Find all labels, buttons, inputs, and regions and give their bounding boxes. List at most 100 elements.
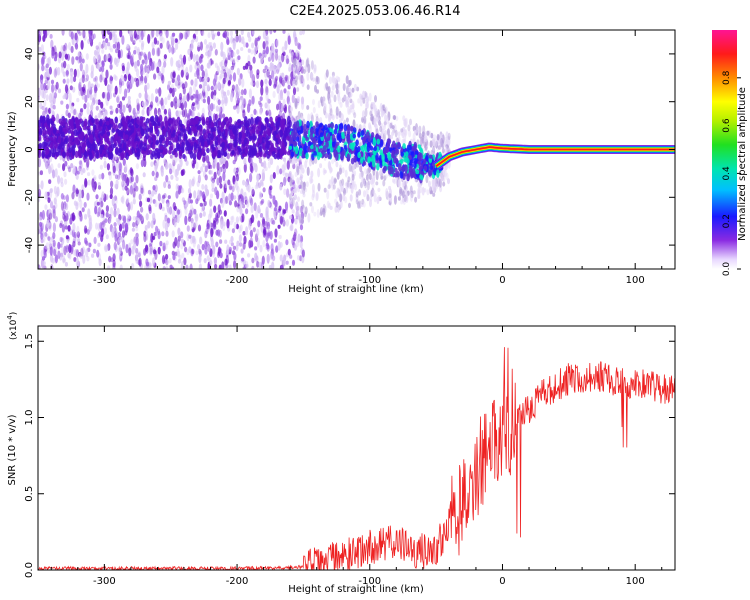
spectral-cell — [251, 188, 255, 197]
spectral-cell — [238, 77, 242, 83]
spectral-cell — [306, 57, 310, 67]
spectral-cell — [213, 89, 217, 97]
spectral-cell — [146, 106, 150, 117]
spectral-cell — [206, 84, 210, 91]
spectral-cell — [186, 249, 190, 256]
spectral-cell — [191, 235, 195, 244]
spectral-cell — [136, 218, 140, 225]
spectral-cell — [128, 104, 132, 113]
spectral-cell — [58, 51, 62, 59]
spectral-cell — [44, 204, 48, 211]
spectral-cell — [273, 238, 277, 243]
spectral-cell — [42, 233, 46, 243]
spectral-cell — [267, 199, 271, 208]
spectral-cell — [83, 103, 87, 110]
spectral-cell — [43, 99, 47, 107]
spectral-cell — [118, 161, 122, 171]
spectral-cell — [247, 253, 251, 258]
spectral-cell — [123, 88, 128, 99]
spectral-cell — [206, 223, 210, 230]
spectral-cell — [214, 49, 218, 56]
spectral-cell — [124, 185, 128, 191]
spectral-cell — [233, 105, 237, 110]
spectral-cell — [53, 197, 57, 205]
spectral-cell — [222, 51, 226, 62]
spectral-cell — [183, 257, 187, 266]
spectral-cell — [315, 77, 319, 85]
spectral-cell — [348, 202, 351, 209]
spectral-cell — [51, 83, 55, 94]
spectral-cell — [296, 87, 300, 92]
spectral-cell — [92, 55, 97, 64]
spectral-cell — [86, 157, 90, 168]
spectral-cell — [112, 33, 116, 44]
spectral-cell — [250, 186, 255, 195]
spectral-cell — [329, 205, 333, 210]
spectral-cell — [44, 191, 48, 200]
spectral-cell — [357, 201, 360, 209]
spectral-cell — [169, 168, 173, 175]
spectral-cell — [98, 231, 102, 237]
spectral-cell — [76, 225, 80, 235]
spectral-cell — [222, 157, 226, 164]
spectral-cell — [397, 131, 401, 137]
spectral-cell — [104, 218, 108, 223]
spectral-cell — [265, 232, 269, 243]
spectral-cell — [298, 43, 302, 50]
spectral-cell — [62, 204, 66, 213]
spectral-cell — [286, 160, 290, 170]
spectral-cell — [154, 107, 158, 117]
spectral-cell — [428, 180, 431, 188]
spectral-cell — [154, 125, 159, 132]
spectral-cell — [119, 30, 123, 38]
spectral-cell — [266, 153, 271, 159]
spectral-cell — [140, 206, 144, 213]
spectral-cell — [297, 96, 301, 102]
spectral-cell — [258, 191, 263, 200]
spectral-cell — [50, 40, 54, 45]
spectral-cell — [265, 46, 269, 55]
spectral-cell — [121, 80, 125, 86]
spectral-cell — [393, 143, 398, 148]
spectral-cell — [140, 185, 144, 191]
spectral-cell — [184, 246, 188, 253]
spectral-cell — [223, 72, 228, 79]
spectral-cell — [154, 200, 158, 208]
spectral-cell — [316, 89, 319, 94]
spectral-cell — [214, 186, 218, 196]
spectral-cell — [265, 40, 269, 47]
spectral-cell — [105, 211, 109, 218]
spectral-cell — [149, 251, 153, 256]
spectral-cell — [227, 68, 231, 78]
spectral-cell — [171, 266, 175, 269]
spectral-cell — [285, 54, 289, 65]
spectral-cell — [171, 78, 175, 83]
spectral-cell — [80, 40, 84, 50]
spectral-cell — [359, 93, 363, 100]
spectral-cell — [88, 242, 92, 248]
spectral-cell — [60, 182, 64, 188]
spectral-cell — [174, 134, 178, 143]
spectral-cell — [93, 84, 98, 94]
spectral-cell — [57, 88, 62, 94]
spectral-cell — [225, 160, 229, 169]
spectral-cell — [289, 106, 293, 112]
spectral-cell — [45, 63, 49, 69]
spectral-cell — [223, 210, 227, 217]
spectral-cell — [123, 215, 127, 224]
spectral-cell — [193, 159, 197, 165]
spectral-cell — [278, 100, 282, 111]
spectral-cell — [122, 239, 126, 250]
spectral-cell — [109, 207, 114, 216]
spectral-cell — [262, 218, 266, 228]
spectral-cell — [126, 80, 130, 89]
spectral-cell — [193, 93, 197, 99]
spectral-cell — [368, 92, 372, 102]
spectral-cell — [289, 177, 293, 187]
spectral-cell — [72, 86, 76, 93]
spectral-cell — [191, 102, 196, 107]
spectral-cell — [240, 100, 244, 109]
spectral-cell — [326, 86, 329, 92]
spectral-cell — [259, 102, 263, 108]
spectral-cell — [116, 94, 120, 104]
